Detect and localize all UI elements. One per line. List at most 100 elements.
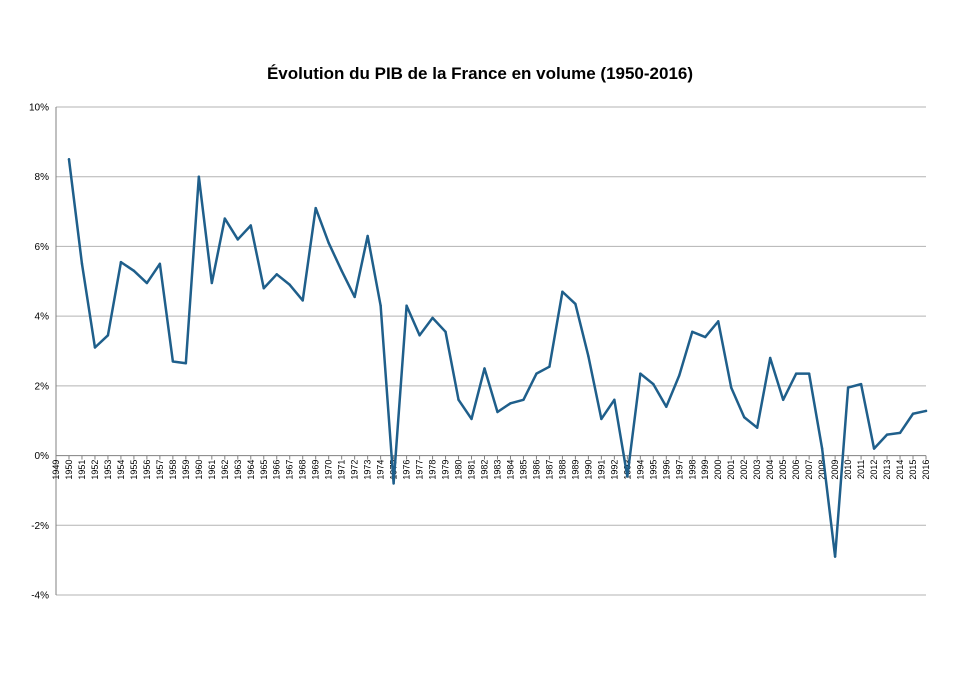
x-tick-label: 1990 — [583, 460, 593, 480]
data-point — [67, 158, 71, 161]
data-point — [106, 334, 110, 337]
x-tick-label: 1995 — [648, 460, 658, 480]
series-group — [67, 158, 928, 558]
x-tick-label: 1991 — [596, 460, 606, 480]
data-point — [652, 382, 655, 386]
data-point — [457, 398, 460, 401]
x-tick-label: 1997 — [674, 460, 684, 480]
x-tick-labels: 1949 1950 1951 1952 1953 1954 1955 1956 1957 1958… — [51, 460, 931, 480]
x-tick-label: 1952 — [90, 460, 100, 480]
data-point — [379, 304, 382, 307]
data-point — [548, 365, 551, 368]
x-tick-label: 1999 — [700, 460, 710, 480]
x-tick-label: 1972 — [350, 460, 360, 480]
x-tick-label: 1963 — [233, 460, 243, 480]
data-point — [223, 217, 227, 220]
data-point — [846, 386, 850, 389]
x-tick-label: 1953 — [103, 460, 113, 480]
x-tick-label: 1996 — [661, 460, 671, 480]
x-tick-label: 1967 — [285, 460, 295, 480]
y-tick-label: 8% — [35, 172, 50, 183]
x-tick-label: 1988 — [557, 460, 567, 480]
x-tick-label: 2014 — [895, 460, 905, 480]
data-point — [768, 356, 772, 360]
x-tick-label: 1949 — [51, 460, 61, 480]
data-point — [210, 281, 214, 285]
x-tick-label: 1964 — [246, 460, 256, 480]
x-tick-label: 1966 — [272, 460, 282, 480]
x-tick-label: 2007 — [804, 460, 814, 480]
data-point — [340, 269, 343, 273]
y-tick-label: 2% — [35, 381, 50, 392]
data-point — [197, 175, 201, 178]
data-point — [496, 410, 499, 414]
data-point — [236, 238, 239, 241]
y-tick-label: -2% — [31, 521, 49, 532]
data-point — [145, 281, 149, 285]
data-point — [288, 283, 291, 286]
x-tick-label: 2002 — [739, 460, 749, 480]
data-point — [639, 372, 642, 375]
data-point — [509, 402, 512, 405]
x-tick-label: 1984 — [505, 460, 515, 480]
x-tick-label: 2013 — [882, 460, 892, 480]
x-tick-label: 1983 — [492, 460, 502, 480]
data-point — [249, 224, 252, 227]
data-point — [132, 269, 136, 273]
x-tick-label: 1982 — [480, 460, 490, 480]
data-point — [924, 409, 928, 413]
x-tick-label: 1962 — [220, 460, 230, 480]
data-point — [184, 362, 188, 365]
x-tick-label: 1951 — [77, 460, 87, 480]
data-point — [392, 482, 395, 485]
x-tick-label: 1958 — [168, 460, 178, 480]
y-tick-label: 6% — [35, 242, 50, 253]
x-tick-label: 1985 — [518, 460, 528, 480]
x-tick-label: 1989 — [570, 460, 580, 480]
x-tick-label: 2004 — [765, 460, 775, 480]
x-tick-label: 1986 — [531, 460, 541, 480]
x-tick-label: 1960 — [194, 460, 204, 480]
y-tick-label: 10% — [29, 103, 49, 114]
data-point — [600, 417, 603, 421]
data-point — [327, 241, 330, 245]
x-tick-label: 1950 — [64, 460, 74, 480]
data-point — [366, 234, 369, 238]
data-point — [171, 360, 175, 363]
data-point — [262, 287, 265, 290]
data-point — [807, 372, 811, 375]
data-point — [898, 431, 902, 435]
x-tick-label: 1957 — [155, 460, 165, 480]
x-tick-label: 2012 — [869, 460, 879, 480]
x-tick-label: 2015 — [908, 460, 918, 480]
data-point — [158, 262, 162, 266]
y-tick-label: 0% — [35, 451, 50, 462]
data-point — [93, 346, 97, 349]
data-point — [431, 316, 434, 320]
data-point — [314, 206, 317, 210]
data-point — [418, 334, 421, 337]
data-point — [353, 295, 356, 299]
x-tick-label: 2003 — [752, 460, 762, 480]
x-tick-label: 1987 — [544, 460, 554, 480]
x-tick-label: 2001 — [726, 460, 736, 480]
data-point — [444, 330, 447, 334]
data-point — [275, 273, 278, 276]
x-tick-label: 1956 — [142, 460, 152, 480]
x-tick-label: 1978 — [428, 460, 438, 480]
data-point — [885, 433, 889, 436]
y-tick-label: 4% — [35, 312, 50, 323]
x-tick-label: 1970 — [324, 460, 334, 480]
x-tick-label: 1992 — [609, 460, 619, 480]
x-tick-label: 1980 — [454, 460, 464, 480]
data-point — [859, 382, 863, 386]
x-tick-label: 2000 — [713, 460, 723, 480]
x-tick-label: 2010 — [843, 460, 853, 480]
data-point — [704, 335, 707, 339]
data-point — [483, 367, 486, 370]
data-point — [405, 304, 408, 307]
data-point — [301, 299, 304, 302]
data-point — [743, 416, 746, 419]
data-point — [613, 398, 616, 401]
